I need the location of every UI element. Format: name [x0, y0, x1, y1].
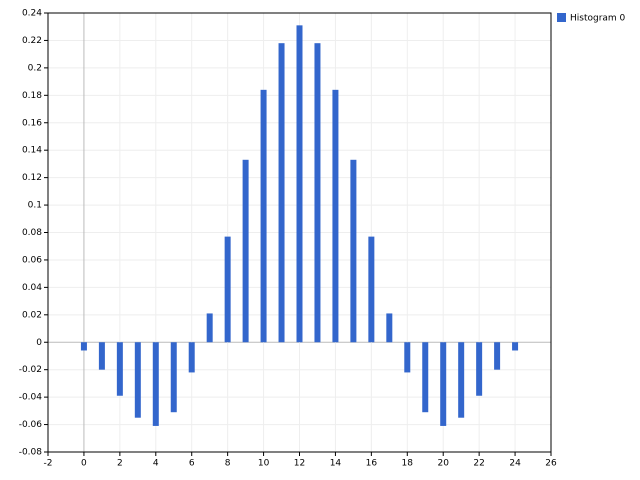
bar	[494, 342, 501, 370]
bar	[512, 342, 519, 351]
bar	[242, 159, 249, 343]
bar	[296, 25, 303, 343]
x-tick-label: 2	[117, 459, 123, 469]
y-tick-label: -0.02	[19, 365, 42, 375]
y-tick-label: 0.1	[28, 201, 42, 211]
x-tick-label: 26	[545, 459, 557, 469]
bar	[314, 43, 321, 343]
y-tick-label: 0.14	[22, 146, 42, 156]
x-tick-label: 22	[473, 459, 484, 469]
y-tick-label: 0.18	[22, 91, 42, 101]
plot-frame	[47, 12, 552, 453]
bar	[116, 342, 123, 396]
x-tick-label: 24	[509, 459, 521, 469]
bar	[170, 342, 177, 413]
x-tick-label: -2	[44, 459, 53, 469]
x-tick-label: 12	[294, 459, 305, 469]
y-tick-label: -0.06	[19, 420, 43, 430]
x-tick-label: 10	[258, 459, 270, 469]
bar	[476, 342, 483, 396]
bar	[134, 342, 141, 418]
y-tick-label: 0.02	[22, 310, 42, 320]
bar	[404, 342, 411, 373]
y-tick-label: -0.08	[19, 448, 43, 458]
y-tick-label: 0.24	[22, 9, 42, 19]
bar	[422, 342, 429, 413]
bar	[350, 159, 357, 343]
y-tick-label: 0.04	[22, 283, 42, 293]
y-tick-label: 0.2	[28, 63, 42, 73]
y-tick-label: 0.06	[22, 255, 42, 265]
y-tick-label: -0.04	[19, 393, 43, 403]
x-tick-label: 0	[81, 459, 87, 469]
bar	[80, 342, 87, 351]
x-tick-label: 16	[366, 459, 378, 469]
bar	[188, 342, 195, 373]
y-tick-label: 0.22	[22, 36, 42, 46]
bar	[440, 342, 447, 426]
x-tick-label: 18	[402, 459, 414, 469]
x-tick-label: 20	[437, 459, 449, 469]
bar	[260, 89, 267, 343]
bar	[332, 89, 339, 343]
legend-label: Histogram 0	[570, 14, 626, 24]
x-tick-label: 4	[153, 459, 159, 469]
bar	[224, 236, 231, 343]
bar	[152, 342, 159, 426]
legend-swatch	[557, 13, 566, 22]
y-tick-label: 0.16	[22, 118, 42, 128]
x-tick-label: 14	[330, 459, 342, 469]
x-tick-label: 6	[189, 459, 195, 469]
x-tick-label: 8	[225, 459, 231, 469]
y-tick-label: 0.08	[22, 228, 42, 238]
bar	[386, 313, 393, 343]
bar	[206, 313, 213, 343]
y-tick-label: 0	[36, 338, 42, 348]
bar	[98, 342, 105, 370]
bar	[278, 43, 285, 343]
bar	[368, 236, 375, 343]
y-tick-label: 0.12	[22, 173, 42, 183]
bar	[458, 342, 465, 418]
